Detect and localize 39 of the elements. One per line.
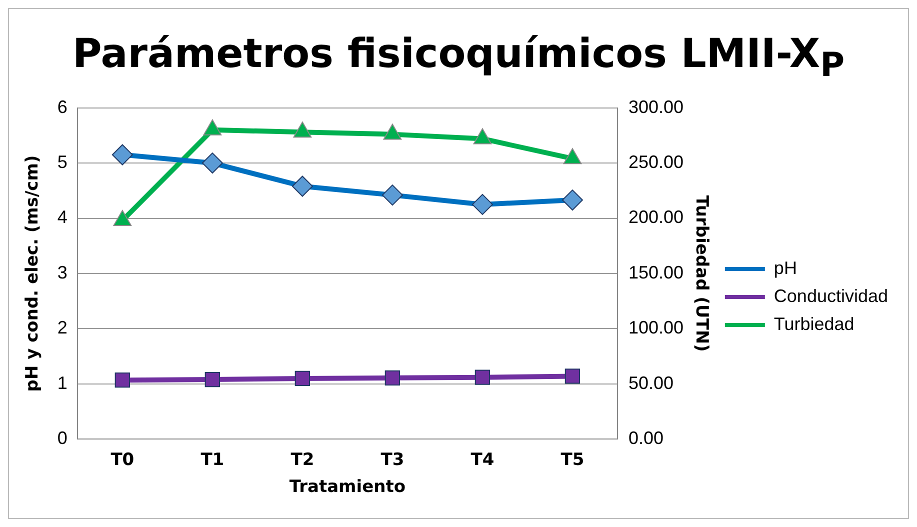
point [113,210,132,226]
legend-label: Turbiedad [774,314,854,334]
y2-axis-title: Turbiedad (UTN) [691,195,712,352]
y-tick-label: 4 [57,207,68,228]
y2-tick-label: 300.00 [628,96,684,117]
y-tick-label: 0 [57,428,68,448]
x-tick-label: T2 [290,450,314,470]
point [383,124,402,140]
y-tick-label: 6 [57,96,68,117]
x-tick-label: T0 [110,450,134,470]
legend-label: Conductividad [774,286,888,306]
point [294,370,310,386]
y-tick-label: 5 [57,152,68,172]
x-axis-title: Tratamiento [289,477,406,498]
point [293,122,312,138]
x-tick-label: T1 [200,450,224,470]
point [473,128,492,144]
point [203,119,222,136]
y2-tick-label: 50.00 [628,372,674,393]
point [474,370,490,385]
y-tick-label: 3 [57,262,68,282]
x-tick-label: T4 [470,450,494,470]
point [114,372,130,388]
x-tick-label: T3 [380,450,404,470]
y-axis-title: pH y cond. elec. (ms/cm) [22,155,43,392]
chart-title: Parámetros fisicoquímicos LMII-X$_{P}$ [72,30,846,86]
legend-label: pH [774,258,797,278]
y2-tick-label: 100.00 [628,318,684,338]
y2-tick-label: 250.00 [628,152,684,172]
y2-tick-label: 200.00 [628,207,684,228]
point [384,370,400,386]
point [204,372,220,388]
y2-tick-label: 150.00 [628,262,684,282]
y2-tick-label: 0.00 [628,428,664,448]
y-tick-label: 2 [57,318,68,338]
point [563,148,582,164]
y-tick-label: 1 [57,372,68,393]
x-tick-label: T5 [560,450,584,470]
point [564,368,580,384]
